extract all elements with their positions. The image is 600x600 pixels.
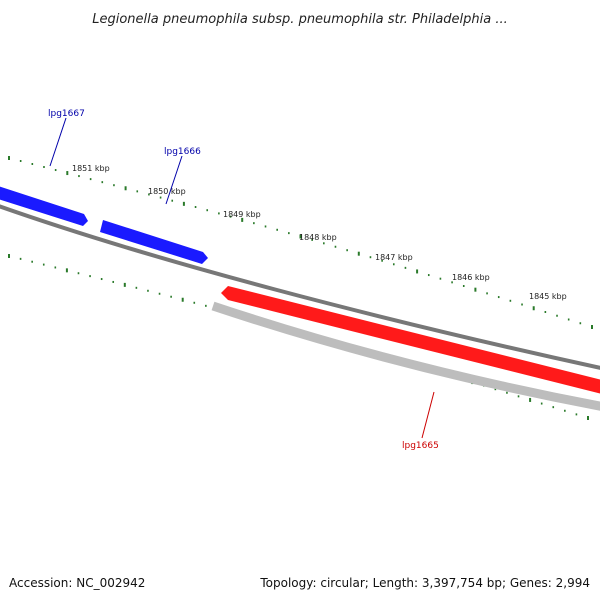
kbp-label: 1846 kbp <box>452 273 490 282</box>
kbp-ticks <box>8 156 593 420</box>
kbp-labels: 1851 kbp 1850 kbp 1849 kbp 1848 kbp 1847 kbp… <box>72 164 567 301</box>
kbp-label: 1850 kbp <box>148 187 186 196</box>
summary-text: Topology: circular; Length: 3,397,754 bp… <box>259 576 590 590</box>
label-lpg1667[interactable]: lpg1667 <box>48 109 85 119</box>
genome-backbone <box>0 204 600 370</box>
accession-text: Accession: NC_002942 <box>9 576 145 590</box>
kbp-label: 1845 kbp <box>529 292 567 301</box>
gene-lpg1665[interactable] <box>221 286 600 396</box>
leader-lpg1666 <box>165 155 183 205</box>
leader-lpg1665 <box>421 391 435 439</box>
label-lpg1666[interactable]: lpg1666 <box>164 147 201 157</box>
kbp-label: 1851 kbp <box>72 164 110 173</box>
map-title: Legionella pneumophila subsp. pneumophil… <box>92 12 508 27</box>
reverse-strand-track <box>211 301 600 411</box>
gene-lpg1667[interactable] <box>0 185 88 226</box>
gene-lpg1666[interactable] <box>100 220 208 264</box>
kbp-label: 1847 kbp <box>375 253 413 262</box>
label-lpg1665[interactable]: lpg1665 <box>402 441 439 451</box>
kbp-label: 1849 kbp <box>223 210 261 219</box>
leader-lpg1667 <box>49 117 67 167</box>
kbp-label: 1848 kbp <box>299 233 337 242</box>
